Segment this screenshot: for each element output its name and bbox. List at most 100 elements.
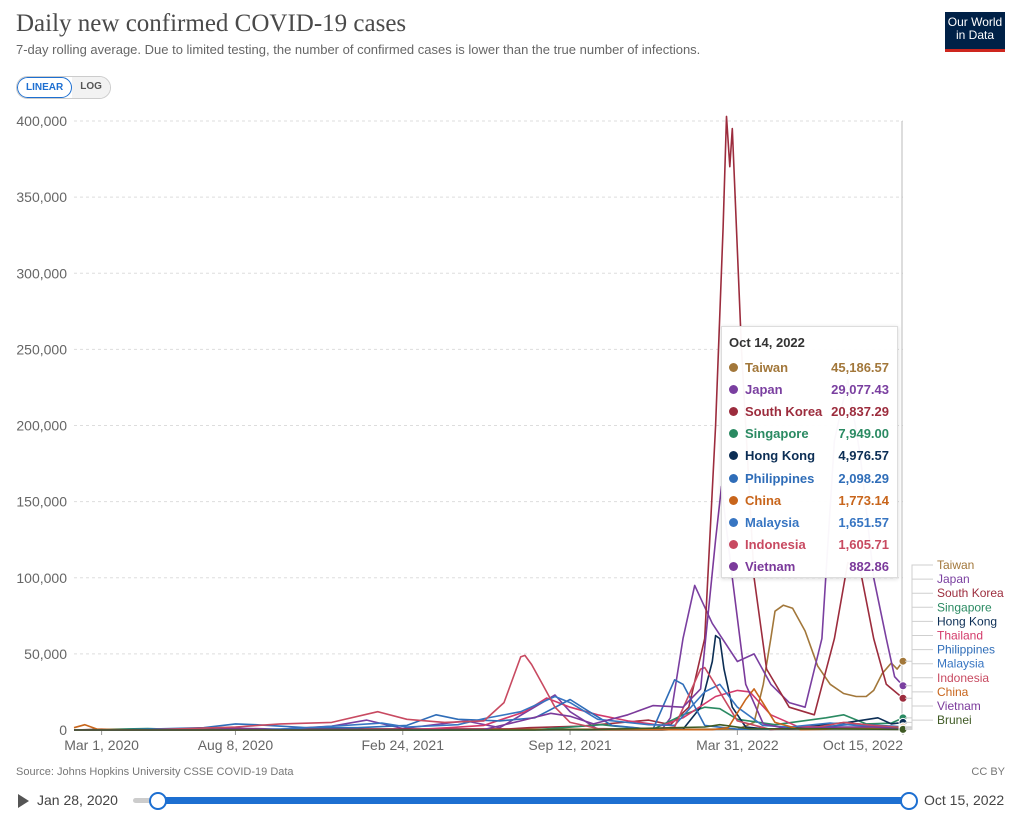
y-tick-label: 250,000 (16, 341, 67, 357)
end-label-connector (905, 578, 933, 687)
chart-tooltip: Oct 14, 2022 Taiwan 45,186.57 Japan 29,077.… (721, 326, 898, 578)
tooltip-value: 882.86 (849, 559, 889, 575)
tooltip-row: South Korea 20,837.29 (729, 400, 889, 422)
tooltip-row: Taiwan 45,186.57 (729, 356, 889, 378)
tooltip-value: 1,605.71 (838, 537, 889, 553)
y-tick-label: 200,000 (16, 418, 67, 434)
end-label-singapore: Singapore (937, 600, 992, 614)
end-label-connector (905, 705, 933, 730)
tooltip-row: Indonesia 1,605.71 (729, 534, 889, 556)
end-label-connector (905, 620, 933, 723)
legend-dot-icon (729, 495, 738, 505)
logo-line-2: in Data (955, 28, 995, 42)
legend-dot-icon (729, 429, 738, 439)
tooltip-value: 29,077.43 (831, 381, 889, 397)
legend-dot-icon (729, 384, 738, 394)
series-line-malaysia (73, 683, 904, 731)
y-tick-label: 100,000 (16, 570, 67, 586)
x-tick-label: Mar 31, 2022 (696, 737, 779, 753)
tooltip-rows: Taiwan 45,186.57 Japan 29,077.43 South Korea… (729, 356, 889, 578)
y-tick-label: 300,000 (16, 265, 67, 281)
end-label-connector (905, 606, 933, 719)
x-tick-label: Feb 24, 2021 (361, 737, 444, 753)
tooltip-value: 45,186.57 (831, 359, 889, 375)
tooltip-country: South Korea (745, 403, 823, 419)
x-tick-label: Sep 12, 2021 (528, 737, 612, 753)
x-tick-label: Aug 8, 2020 (198, 737, 274, 753)
series-line-hong-kong (74, 634, 904, 731)
tooltip-value: 1,773.14 (838, 492, 889, 508)
tooltip-date: Oct 14, 2022 (729, 335, 805, 350)
y-tick-label: 400,000 (16, 113, 67, 129)
timeline-end-handle[interactable] (900, 792, 918, 810)
series-line-philippines (73, 679, 904, 731)
x-tick-label: Oct 15, 2022 (823, 737, 903, 753)
legend-dot-icon (729, 562, 738, 572)
tooltip-country: Vietnam (745, 559, 796, 575)
license-link[interactable]: CC BY (971, 766, 1005, 778)
tooltip-value: 1,651.57 (838, 514, 889, 530)
timeline: Jan 28, 2020 Oct 15, 2022 (0, 786, 1023, 816)
chart-subtitle: 7-day rolling average. Due to limited te… (16, 42, 701, 57)
scale-toggle: LINEAR LOG (16, 76, 111, 99)
legend-dot-icon (729, 540, 738, 550)
end-label-south-korea: South Korea (937, 586, 1004, 600)
series-line-south-korea (73, 115, 904, 731)
tooltip-country: Philippines (745, 470, 815, 486)
tooltip-country: Indonesia (745, 537, 806, 553)
x-tick-label: Mar 1, 2020 (64, 737, 139, 753)
end-label-connector (905, 719, 933, 730)
linear-scale-button[interactable]: LINEAR (17, 77, 73, 98)
tooltip-country: Taiwan (745, 359, 789, 375)
end-label-taiwan: Taiwan (937, 558, 974, 572)
timeline-end-date: Oct 15, 2022 (924, 792, 1005, 808)
end-label-thailand: Thailand (937, 629, 983, 643)
tooltip-country: Japan (745, 381, 783, 397)
end-label-japan: Japan (937, 572, 970, 586)
y-tick-label: 50,000 (24, 646, 67, 662)
source-note: Source: Johns Hopkins University CSSE CO… (16, 766, 294, 778)
end-label-brunei: Brunei (937, 713, 972, 727)
tooltip-country: Malaysia (745, 514, 800, 530)
end-label-connector (905, 592, 933, 699)
tooltip-row: Japan 29,077.43 (729, 378, 889, 400)
end-label-indonesia: Indonesia (937, 671, 989, 685)
tooltip-value: 7,949.00 (838, 426, 889, 442)
legend-dot-icon (729, 362, 738, 372)
tooltip-row: Philippines 2,098.29 (729, 467, 889, 489)
tooltip-row: Hong Kong 4,976.57 (729, 445, 889, 467)
end-label-china: China (937, 685, 969, 699)
tooltip-row: Vietnam 882.86 (729, 556, 889, 578)
tooltip-value: 4,976.57 (838, 448, 889, 464)
tooltip-country: Singapore (745, 426, 809, 442)
tooltip-row: China 1,773.14 (729, 489, 889, 511)
owid-logo[interactable]: Our World in Data (945, 12, 1005, 52)
tooltip-row: Malaysia 1,651.57 (729, 511, 889, 533)
play-icon[interactable] (18, 794, 29, 808)
logo-line-1: Our World (947, 15, 1003, 29)
tooltip-value: 2,098.29 (838, 470, 889, 486)
y-tick-label: 350,000 (16, 189, 67, 205)
log-scale-button[interactable]: LOG (72, 77, 110, 98)
timeline-start-handle[interactable] (149, 792, 167, 810)
series-line-indonesia (73, 654, 904, 731)
tooltip-value: 20,837.29 (831, 403, 889, 419)
tooltip-row: Singapore 7,949.00 (729, 423, 889, 445)
end-label-hong-kong: Hong Kong (937, 614, 997, 628)
end-label-philippines: Philippines (937, 643, 995, 657)
legend-dot-icon (729, 406, 738, 416)
legend-dot-icon (729, 473, 738, 483)
series-line-brunei (74, 723, 904, 731)
legend-dot-icon (729, 451, 738, 461)
series-line-taiwan (73, 604, 904, 731)
tooltip-country: Hong Kong (745, 448, 816, 464)
end-label-malaysia: Malaysia (937, 657, 985, 671)
end-label-vietnam: Vietnam (937, 699, 981, 713)
timeline-selected-range (157, 797, 908, 804)
chart-title: Daily new confirmed COVID-19 cases (16, 10, 407, 37)
y-tick-label: 0 (59, 722, 67, 738)
legend-dot-icon (729, 517, 738, 527)
timeline-start-date: Jan 28, 2020 (37, 792, 118, 808)
tooltip-country: China (745, 492, 782, 508)
y-tick-label: 150,000 (16, 494, 67, 510)
